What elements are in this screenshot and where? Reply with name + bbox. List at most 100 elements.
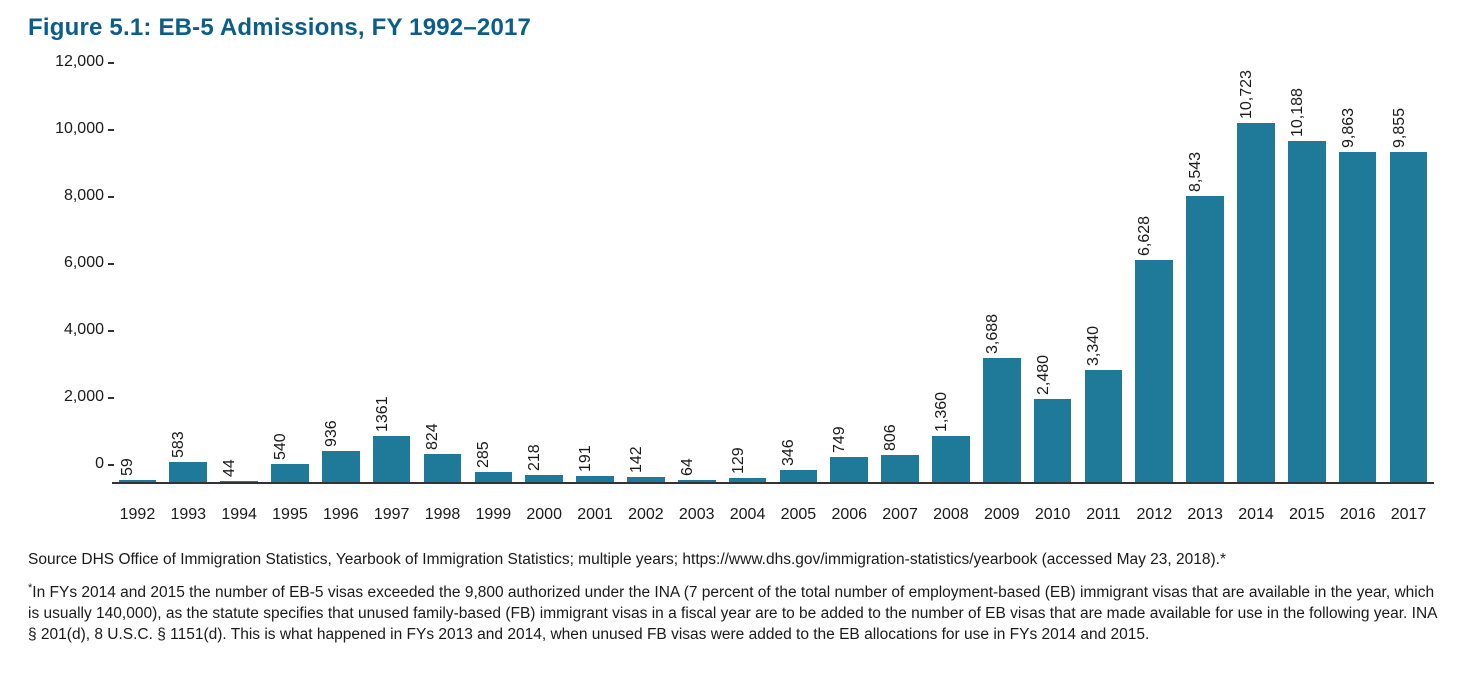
bar-value-label: 218 [526,444,544,471]
x-tick-label: 2015 [1281,506,1332,524]
y-tick-label: 4,000 [28,321,104,339]
x-tick-label: 2004 [722,506,773,524]
x-tick-label: 2016 [1332,506,1383,524]
bar-slot: 540 [265,80,316,482]
bar: 59 [119,480,157,482]
x-tick-label: 2011 [1078,506,1129,524]
bar-slot: 3,688 [976,80,1027,482]
bar-value-label: 540 [272,433,290,460]
bar-slot: 59 [112,80,163,482]
bar-slot: 129 [722,80,773,482]
y-tick-label: 12,000 [28,53,104,71]
bar-slot: 583 [163,80,214,482]
bar: 191 [576,476,614,482]
bar: 64 [678,480,716,482]
x-tick-label: 1992 [112,506,163,524]
bar-slot: 218 [519,80,570,482]
y-tick-mark [108,330,114,332]
x-tick-label: 1995 [265,506,316,524]
x-tick-label: 1998 [417,506,468,524]
bar-value-label: 346 [780,440,798,467]
bar-slot: 749 [824,80,875,482]
y-tick-mark [108,196,114,198]
footnotes: Source DHS Office of Immigration Statist… [28,550,1448,646]
footnote-text: *In FYs 2014 and 2015 the number of EB-5… [28,581,1448,646]
bar: 936 [322,451,360,482]
bar: 346 [780,470,818,482]
figure-page: Figure 5.1: EB-5 Admissions, FY 1992–201… [0,0,1476,700]
bar-value-label: 64 [679,458,697,476]
x-tick-label: 2010 [1027,506,1078,524]
bar-slot: 1361 [366,80,417,482]
bar: 10,723 [1237,123,1275,482]
bar-value-label: 129 [730,447,748,474]
bar-value-label: 6,628 [1136,216,1154,256]
bar-slot: 824 [417,80,468,482]
bar-value-label: 9,863 [1340,108,1358,148]
x-tick-label: 2008 [926,506,977,524]
bar-slot: 936 [315,80,366,482]
plot-region: 5958344540936136182428521819114264129346… [112,80,1434,484]
bar-slot: 9,855 [1383,80,1434,482]
bar: 10,188 [1288,141,1326,482]
bar-value-label: 2,480 [1035,355,1053,395]
bar-value-label: 583 [170,432,188,459]
bar: 749 [830,457,868,482]
bar-slot: 8,543 [1180,80,1231,482]
figure-title-prefix: Figure 5.1: [28,14,158,41]
bar-slot: 3,340 [1078,80,1129,482]
bar-value-label: 10,188 [1289,88,1307,137]
bar-slot: 10,723 [1231,80,1282,482]
bar-value-label: 824 [424,424,442,451]
x-tick-label: 1999 [468,506,519,524]
bars-container: 5958344540936136182428521819114264129346… [112,80,1434,482]
y-tick-mark [108,464,114,466]
bar: 2,480 [1034,399,1072,482]
x-tick-label: 2014 [1231,506,1282,524]
bar-value-label: 3,688 [984,314,1002,354]
bar: 583 [169,462,207,482]
bar-slot: 44 [214,80,265,482]
bar-value-label: 10,723 [1238,70,1256,119]
bar-value-label: 44 [221,459,239,477]
bar: 824 [424,454,462,482]
bar-value-label: 3,340 [1085,326,1103,366]
x-tick-label: 2017 [1383,506,1434,524]
bar-value-label: 936 [323,420,341,447]
bar-slot: 9,863 [1332,80,1383,482]
y-tick-mark [108,129,114,131]
bar-value-label: 142 [628,447,646,474]
x-tick-label: 2000 [519,506,570,524]
y-tick-label: 8,000 [28,187,104,205]
x-tick-label: 2005 [773,506,824,524]
x-tick-label: 2013 [1180,506,1231,524]
figure-title-text: EB-5 Admissions, FY 1992–2017 [158,14,531,41]
bar-slot: 1,360 [926,80,977,482]
bar-value-label: 1,360 [933,392,951,432]
bar: 806 [881,455,919,482]
bar-value-label: 8,543 [1187,152,1205,192]
bar: 285 [475,472,513,482]
bar-value-label: 285 [475,442,493,469]
bar: 44 [220,481,258,482]
bar-slot: 191 [570,80,621,482]
bar-value-label: 9,855 [1391,108,1409,148]
bar: 218 [525,475,563,482]
bar-value-label: 59 [119,458,137,476]
x-tick-label: 2009 [976,506,1027,524]
bar: 142 [627,477,665,482]
y-tick-label: 10,000 [28,120,104,138]
bar-slot: 6,628 [1129,80,1180,482]
x-tick-label: 2001 [570,506,621,524]
bar-slot: 142 [620,80,671,482]
x-tick-label: 2007 [875,506,926,524]
bar-slot: 64 [671,80,722,482]
x-tick-label: 2002 [620,506,671,524]
x-tick-label: 2003 [671,506,722,524]
bar: 540 [271,464,309,482]
bar: 8,543 [1186,196,1224,482]
bar-slot: 346 [773,80,824,482]
bar: 1,360 [932,436,970,482]
bar: 6,628 [1135,260,1173,482]
bar-chart: 5958344540936136182428521819114264129346… [28,76,1448,536]
